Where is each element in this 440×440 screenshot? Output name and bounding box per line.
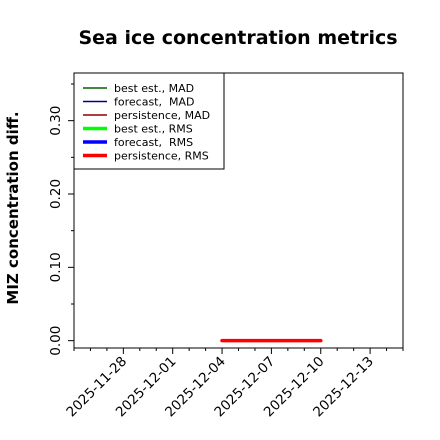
legend-entry: forecast, RMS [114, 136, 193, 149]
y-axis-label: MIZ concentration diff. [4, 111, 22, 304]
x-axis: 2025-11-282025-12-012025-12-042025-12-07… [63, 348, 404, 420]
y-tick-label: 0.00 [48, 326, 64, 356]
y-tick-label: 0.10 [48, 252, 64, 282]
y-tick-label: 0.30 [48, 106, 64, 136]
chart-title: Sea ice concentration metrics [78, 27, 397, 49]
legend-box [73, 72, 225, 170]
legend-entry: best est., RMS [114, 123, 193, 136]
y-tick-label: 0.20 [48, 179, 64, 209]
legend-entry: best est., MAD [114, 82, 194, 95]
legend-entry: persistence, RMS [114, 150, 209, 163]
y-axis: 0.00 0.10 0.20 0.30 [48, 83, 74, 356]
legend-entry: persistence, MAD [114, 109, 210, 122]
legend-entry: forecast, MAD [114, 96, 194, 109]
